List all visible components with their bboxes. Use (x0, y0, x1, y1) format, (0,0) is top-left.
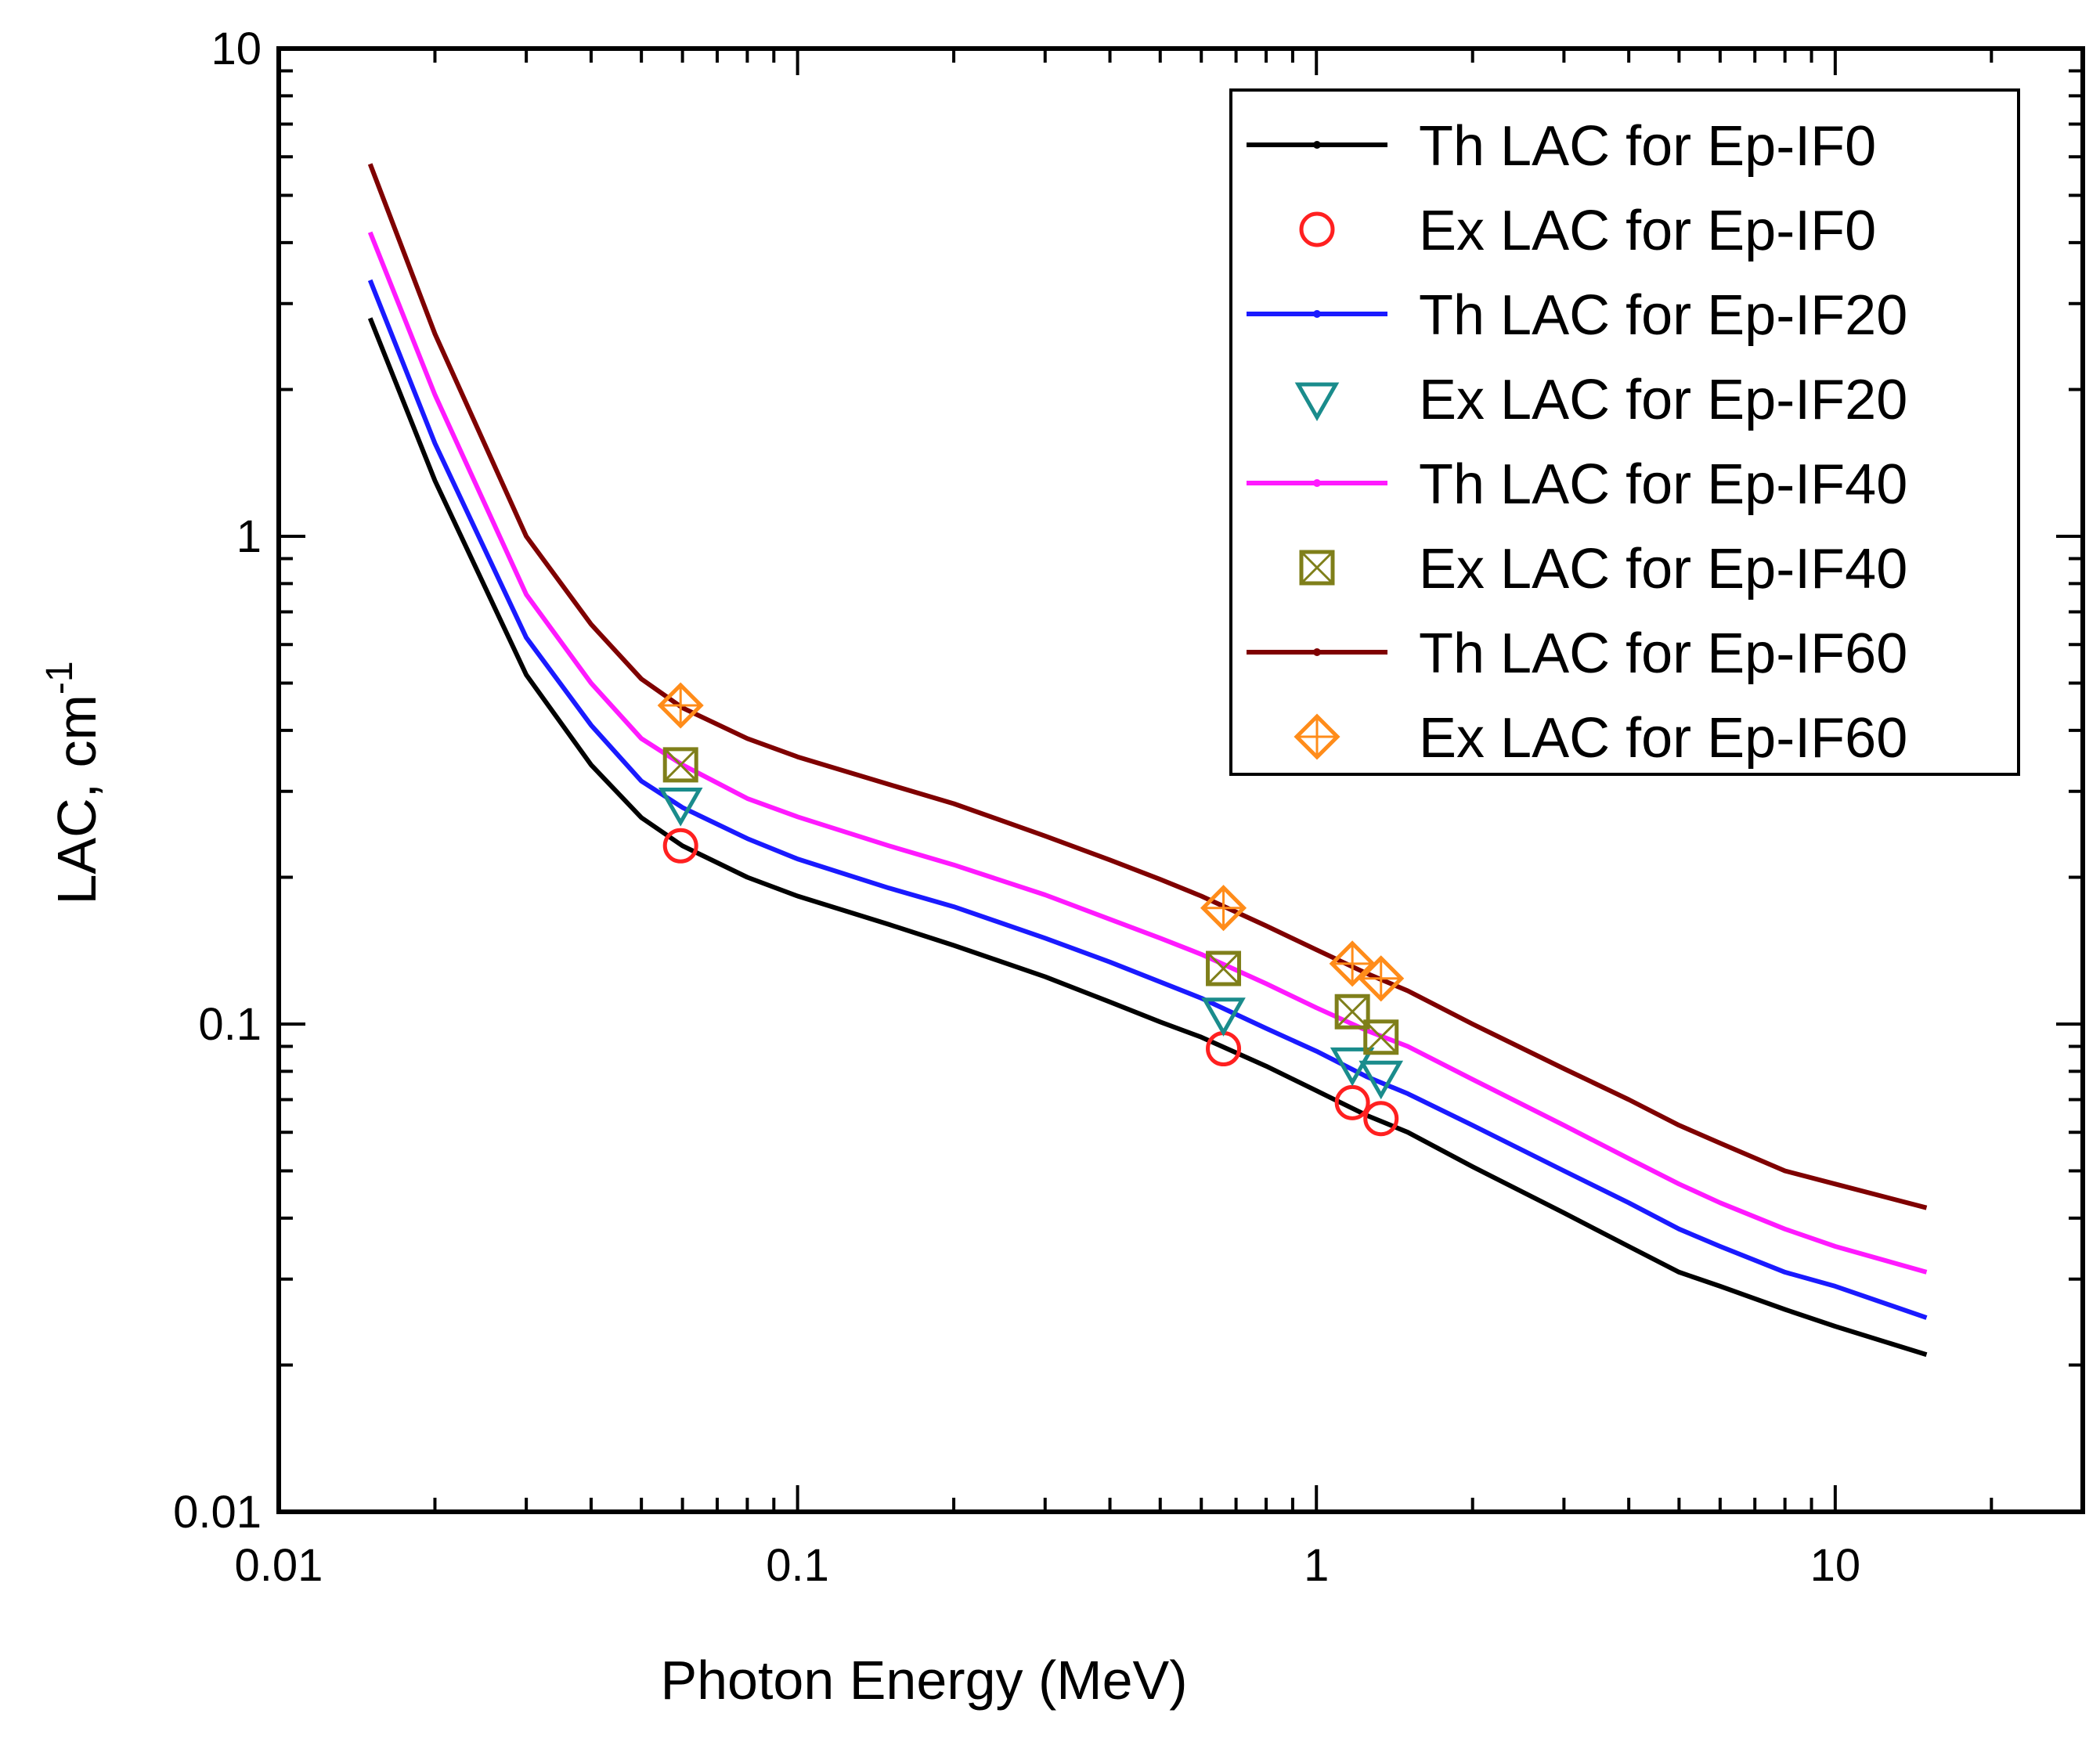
legend-marker-sample (1299, 211, 1335, 247)
legend-label: Th LAC for Ep-IF0 (1419, 115, 1876, 178)
legend-marker-sample-shape (1299, 211, 1335, 247)
y-axis-title-text: LAC, cm (46, 694, 107, 904)
tick-labels: 0.01 0.1 1 10 0.01 0.1 1 10 (173, 23, 1860, 1591)
legend-label: Th LAC for Ep-IF40 (1419, 453, 1907, 516)
data-point-ex-lac-for-ep-if20-shape (1201, 997, 1246, 1037)
y-tick-label: 0.01 (173, 1487, 262, 1538)
x-tick-label: 0.1 (766, 1540, 829, 1591)
data-point-ex-lac-for-ep-if20-shape (1359, 1060, 1404, 1100)
legend-label: Th LAC for Ep-IF60 (1419, 622, 1907, 685)
x-tick-label: 1 (1304, 1540, 1329, 1591)
legend-marker-sample (1294, 382, 1340, 422)
data-point-ex-lac-for-ep-if40-cross (664, 748, 698, 781)
data-point-ex-lac-for-ep-if20 (658, 788, 703, 827)
legend-line-dot (1313, 310, 1321, 318)
x-tick-label: 10 (1810, 1540, 1861, 1591)
data-point-ex-lac-for-ep-if0-shape (1363, 1101, 1399, 1137)
y-tick-label: 10 (211, 23, 262, 74)
data-point-ex-lac-for-ep-if0-shape (662, 828, 698, 864)
y-tick-label: 1 (236, 511, 262, 562)
series-line-th-lac-for-ep-if60 (367, 163, 1928, 1210)
data-point-ex-lac-for-ep-if40-cross (1336, 995, 1369, 1029)
legend-label: Ex LAC for Ep-IF60 (1419, 707, 1907, 770)
data-point-ex-lac-for-ep-if40-shape (1363, 1019, 1399, 1055)
y-axis-title: LAC, cm-1 (39, 661, 107, 904)
data-point-ex-lac-for-ep-if60 (1358, 955, 1405, 1002)
data-point-ex-lac-for-ep-if20-shape (1330, 1047, 1375, 1087)
legend-marker-sample-shape (1299, 550, 1335, 586)
series-line-th-lac-for-ep-if40 (367, 231, 1928, 1275)
data-point-ex-lac-for-ep-if20-shape (658, 788, 703, 827)
series-layer (367, 163, 1928, 1358)
legend-label: Ex LAC for Ep-IF0 (1419, 200, 1876, 262)
legend-line-dot (1313, 141, 1321, 149)
legend-line-dot (1313, 648, 1321, 656)
data-point-ex-lac-for-ep-if20 (1330, 1047, 1375, 1087)
legend-marker-sample-cross (1300, 550, 1334, 585)
data-point-ex-lac-for-ep-if0-shape (1334, 1084, 1370, 1120)
data-point-ex-lac-for-ep-if60 (1329, 940, 1376, 987)
data-point-ex-lac-for-ep-if0 (1363, 1101, 1399, 1137)
x-axis-title: Photon Energy (MeV) (660, 1650, 1187, 1711)
legend-marker-sample (1294, 713, 1340, 760)
y-axis-title-superscript: -1 (39, 661, 81, 694)
legend-marker-sample-shape (1294, 382, 1340, 422)
data-point-ex-lac-for-ep-if60 (1200, 885, 1247, 932)
legend-marker-sample (1299, 550, 1335, 586)
y-tick-label: 0.1 (198, 999, 262, 1050)
data-point-ex-lac-for-ep-if40 (662, 747, 698, 783)
legend: Th LAC for Ep-IF0 Ex LAC for Ep-IF0 Th LAC… (1229, 88, 2020, 776)
data-point-ex-lac-for-ep-if20 (1201, 997, 1246, 1037)
legend-label: Th LAC for Ep-IF20 (1419, 284, 1907, 347)
data-point-ex-lac-for-ep-if40-cross (1207, 951, 1240, 986)
series-line-th-lac-for-ep-if0 (367, 317, 1928, 1358)
data-point-ex-lac-for-ep-if0 (662, 828, 698, 864)
data-point-ex-lac-for-ep-if40-cross (1364, 1020, 1398, 1054)
data-point-ex-lac-for-ep-if40-shape (662, 747, 698, 783)
data-point-ex-lac-for-ep-if20 (1359, 1060, 1404, 1100)
plot-frame (276, 46, 2085, 1514)
data-point-ex-lac-for-ep-if40 (1334, 994, 1370, 1030)
data-point-ex-lac-for-ep-if40 (1206, 950, 1242, 986)
legend-label: Ex LAC for Ep-IF40 (1419, 538, 1907, 601)
x-tick-label: 0.01 (235, 1540, 323, 1591)
series-line-th-lac-for-ep-if20 (367, 279, 1928, 1320)
data-point-ex-lac-for-ep-if0 (1334, 1084, 1370, 1120)
data-point-ex-lac-for-ep-if40-shape (1334, 994, 1370, 1030)
legend-line-dot (1313, 479, 1321, 487)
legend-label: Ex LAC for Ep-IF20 (1419, 369, 1907, 431)
data-point-ex-lac-for-ep-if60 (657, 682, 704, 729)
data-point-ex-lac-for-ep-if40 (1363, 1019, 1399, 1055)
legend-box (1229, 88, 2020, 776)
data-point-ex-lac-for-ep-if40-shape (1206, 950, 1242, 986)
